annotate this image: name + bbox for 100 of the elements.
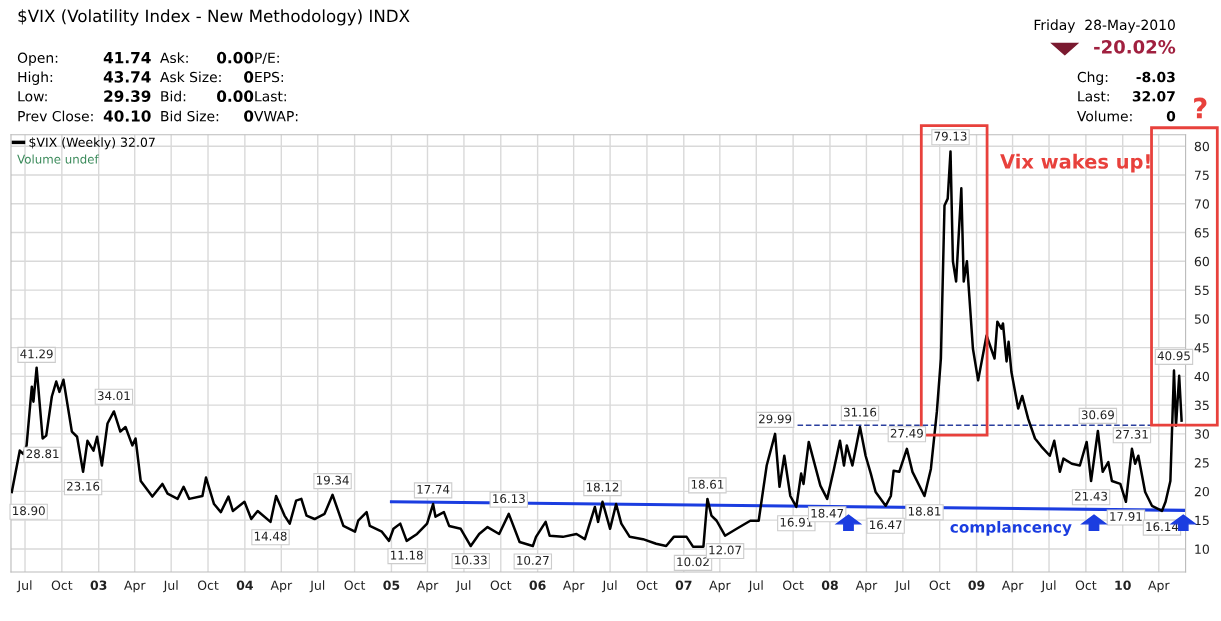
text: VWAP: (254, 111, 298, 122)
y-tick-label: 75 (1194, 170, 1209, 180)
text: ? (1194, 97, 1207, 119)
annotation: 14.48 (254, 531, 287, 541)
x-tick-label: Oct (197, 580, 219, 590)
text: 0 (244, 71, 254, 83)
chart-title: $VIX (Volatility Index - New Methodology) INDX (18, 9, 410, 26)
text: Bid: (161, 90, 186, 102)
text: 41.74 (103, 52, 151, 64)
text: 0.00 (217, 90, 254, 102)
x-tick-label: Apr (1148, 580, 1170, 593)
y-tick-label: 15 (1195, 515, 1209, 526)
annotation: 27.49 (890, 428, 923, 438)
text: High: (18, 71, 53, 85)
text: Bid Size: (161, 110, 219, 122)
x-tick-label: 07 (675, 580, 692, 590)
y-tick-label: 10 (1195, 544, 1209, 554)
annotation: 10.33 (455, 555, 487, 565)
x-tick-label: Apr (416, 580, 439, 593)
text: Volume: (1077, 110, 1132, 122)
y-tick-label: 55 (1194, 285, 1209, 295)
x-tick-label: Oct (51, 580, 73, 590)
annotation: Vix wakes up! (1000, 153, 1150, 173)
x-tick-label: Oct (929, 580, 951, 590)
y-tick-label: 30 (1194, 429, 1209, 439)
y-tick-label: 50 (1194, 314, 1209, 324)
text: P/E: (255, 52, 279, 65)
series-label: complancency (950, 520, 1072, 536)
annotation: 27.31 (1115, 429, 1148, 439)
text: -8.03 (1136, 71, 1175, 83)
text: Friday 28-May-2010 (1034, 19, 1175, 33)
x-tick-label: Jul (894, 580, 910, 593)
y-tick-label: 65 (1194, 228, 1209, 238)
annotation: 12.07 (709, 545, 741, 555)
x-tick-label: 10 (1115, 580, 1131, 590)
annotation: 10.02 (677, 557, 709, 567)
annotation: 18.90 (13, 506, 45, 516)
text: Low: (18, 91, 47, 102)
annotation: 23.16 (67, 481, 100, 491)
legend-label: $VIX (Weekly) 32.07 (29, 137, 155, 150)
y-tick-label: 80 (1194, 141, 1209, 152)
annotation: 17.91 (1110, 511, 1142, 521)
text: 43.74 (103, 71, 151, 83)
text: 29.39 (104, 90, 151, 102)
annotation: 10.27 (517, 555, 549, 565)
annotation: 18.81 (908, 506, 941, 516)
annotation: 19.34 (316, 475, 349, 485)
x-tick-label: Jul (1040, 580, 1056, 593)
y-tick-label: 45 (1194, 343, 1209, 353)
annotation: 31.16 (844, 407, 877, 417)
annotation: 16.91 (780, 517, 813, 527)
annotation: 79.13 (934, 131, 967, 141)
y-tick-label: 40 (1194, 371, 1209, 382)
x-tick-label: Oct (490, 580, 512, 590)
y-tick-label: 60 (1194, 256, 1209, 267)
annotation: 28.81 (26, 449, 59, 459)
annotation: 16.47 (870, 520, 902, 530)
x-tick-label: 09 (968, 580, 985, 590)
annotation: 16.13 (493, 494, 525, 504)
annotation: 11.18 (391, 550, 423, 560)
text: Ask: (160, 52, 188, 64)
x-tick-label: 06 (529, 580, 546, 590)
text: 0 (244, 110, 254, 122)
annotation: 18.47 (811, 508, 844, 518)
annotation: 18.61 (691, 479, 724, 489)
x-tick-label: Apr (1001, 580, 1024, 593)
x-tick-label: 05 (383, 580, 400, 590)
annotation: 30.69 (1081, 410, 1114, 420)
x-tick-label: Oct (344, 580, 366, 590)
x-tick-label: Oct (636, 580, 658, 590)
x-tick-label: Jul (16, 580, 32, 593)
x-tick-label: Jul (162, 580, 178, 593)
text: Ask Size: (160, 71, 221, 83)
x-tick-label: 03 (90, 580, 107, 590)
annotation: Volume undef (17, 154, 99, 164)
y-tick-label: 35 (1194, 400, 1209, 411)
x-tick-label: Jul (601, 580, 617, 593)
text: Prev Close: (18, 110, 93, 122)
x-tick-label: 04 (236, 580, 253, 590)
annotation: 40.95 (1157, 351, 1190, 361)
text: Open: (17, 52, 58, 66)
x-tick-label: Apr (124, 580, 146, 593)
x-tick-label: 08 (821, 580, 838, 590)
x-tick-label: Oct (783, 580, 804, 590)
annotation: 41.29 (20, 349, 53, 359)
text: Last: (1078, 91, 1109, 102)
x-tick-label: Apr (562, 580, 585, 593)
x-tick-label: Apr (709, 580, 731, 593)
y-tick-label: 70 (1194, 199, 1209, 209)
annotation: 34.01 (97, 391, 130, 401)
x-tick-label: Jul (309, 580, 325, 593)
text: 0.00 (217, 51, 254, 64)
text: -20.02% (1094, 40, 1176, 54)
x-tick-label: Apr (855, 580, 878, 593)
x-tick-label: Oct (1075, 580, 1097, 590)
text: 40.10 (103, 110, 151, 122)
text: 0 (1166, 110, 1176, 122)
annotation: 17.74 (417, 485, 450, 494)
x-tick-label: Jul (455, 580, 471, 593)
text: EPS: (255, 71, 283, 83)
